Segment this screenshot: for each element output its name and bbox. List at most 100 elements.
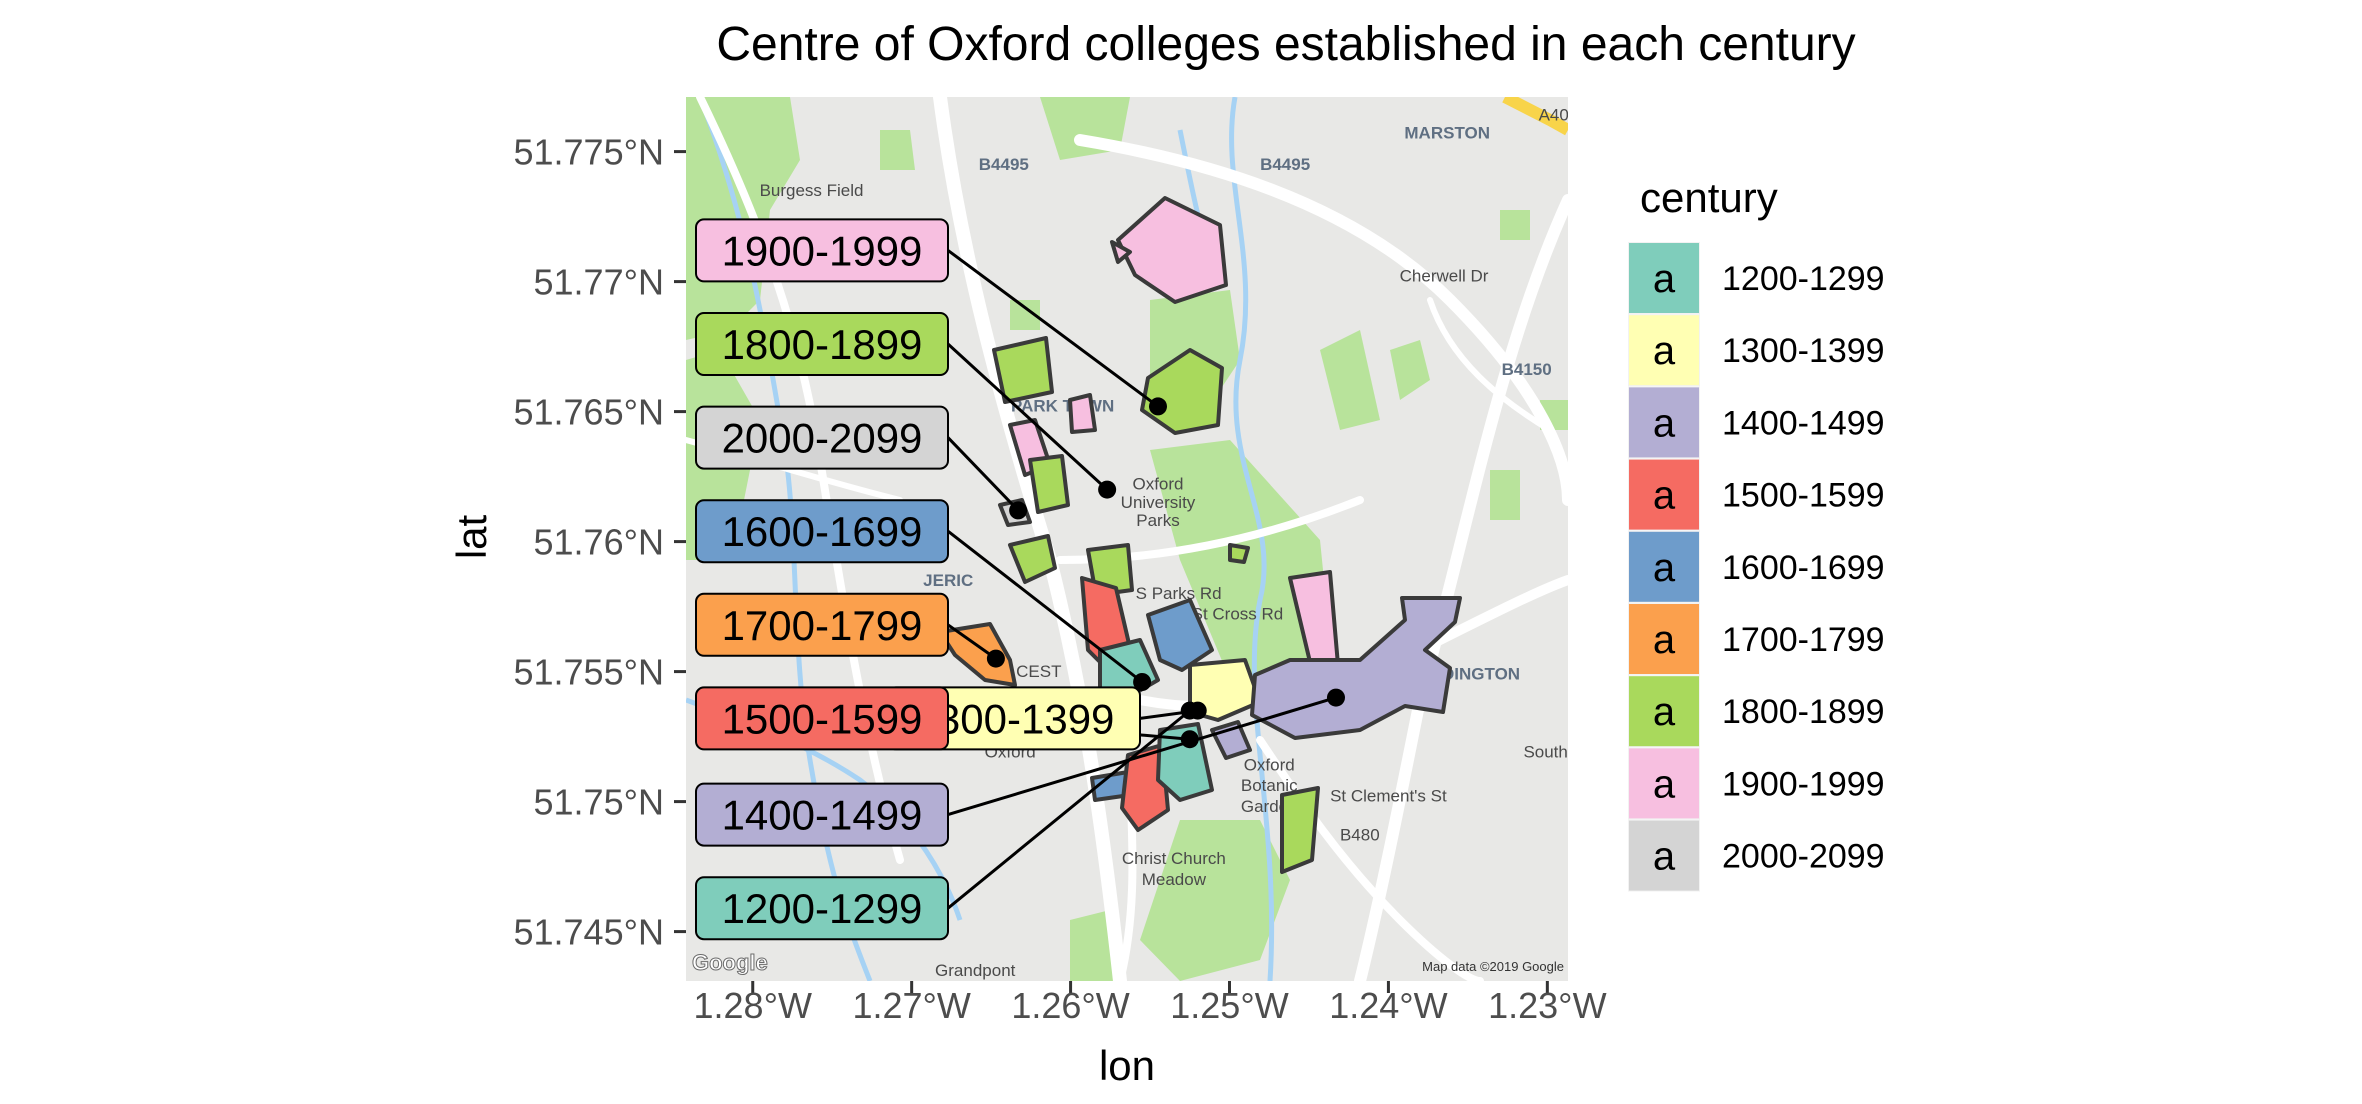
century-label-box	[695, 218, 949, 283]
road	[1074, 134, 1568, 506]
google-logo: Google	[692, 950, 768, 975]
legend-entry: a 1400-1499	[1628, 386, 1885, 459]
major-road	[1502, 97, 1568, 136]
legend-entry: a 1200-1299	[1628, 242, 1885, 314]
park-area	[1320, 330, 1380, 430]
park-area	[1150, 440, 1330, 700]
college-polygon	[1156, 722, 1214, 802]
x-axis: 1.28°W 1.27°W 1.26°W 1.25°W 1.24°W 1.23°W	[694, 981, 1607, 1026]
y-tick-label: 51.77°N	[534, 262, 664, 303]
road	[1256, 736, 1484, 981]
college-polygon	[1146, 598, 1214, 672]
legend-label: 1900-1999	[1722, 765, 1885, 803]
legend-key-swatch	[1629, 531, 1699, 602]
century-label-box	[695, 312, 949, 376]
map-place-label: B4495	[979, 155, 1029, 174]
map-place-label: B480	[1340, 826, 1380, 845]
map-place-label: Cherwell Dr	[1400, 267, 1489, 286]
college-point	[1148, 397, 1167, 416]
college-polygon	[938, 622, 1017, 687]
century-label-text: 2000-2099	[722, 415, 923, 462]
century-label-box	[695, 782, 949, 847]
century-label: 1200-1299	[695, 876, 949, 941]
map-place-label: MARSTON	[1404, 124, 1490, 143]
park-area	[1500, 210, 1530, 240]
y-tick-label: 51.755°N	[513, 652, 664, 693]
century-label: 1700-1799	[695, 592, 949, 657]
map-place-label: JERIC	[923, 571, 973, 590]
map-place-label: Botanic	[1241, 776, 1298, 795]
college-point	[1009, 501, 1028, 520]
map-place-label: B4150	[1502, 360, 1552, 379]
legend-key-swatch	[1629, 243, 1699, 313]
x-tick-label: 1.28°W	[694, 985, 812, 1026]
leader-line	[947, 696, 1337, 817]
college-polygon	[1068, 393, 1097, 434]
legend-key-swatch	[1629, 676, 1699, 747]
legend-label: 1700-1799	[1722, 621, 1885, 659]
legend-entry: a 1800-1899	[1628, 675, 1885, 748]
legend-entry: a 1300-1399	[1628, 314, 1885, 387]
legend-title: century	[1640, 174, 1778, 221]
map-place-label: Oxford	[1244, 755, 1295, 774]
leader-line	[947, 709, 1191, 910]
legend-key-swatch	[1629, 315, 1699, 386]
century-label-text: 1900-1999	[722, 227, 923, 274]
legend-label: 1400-1499	[1722, 404, 1885, 442]
century-label: 1600-1699	[695, 499, 949, 564]
legend-label: 1800-1899	[1722, 693, 1885, 731]
century-label-text: 1500-1599	[722, 695, 923, 742]
century-label-text: 1600-1699	[722, 508, 923, 555]
legend-key-glyph: a	[1653, 257, 1676, 301]
century-label: 1500-1599	[695, 686, 949, 751]
legend-key-glyph: a	[1653, 329, 1676, 373]
x-tick-label: 1.24°W	[1329, 985, 1447, 1026]
legend-key-glyph: a	[1653, 401, 1676, 445]
century-label: 2000-2099	[695, 405, 949, 470]
y-tick-label: 51.765°N	[513, 392, 664, 433]
y-tick-label: 51.775°N	[513, 132, 664, 173]
map-credit: Map data ©2019 Google	[1422, 959, 1564, 974]
map-place-label: Burgess Field	[760, 181, 864, 200]
park-area	[1390, 340, 1430, 400]
century-label-text: 1200-1299	[722, 885, 923, 932]
college-point	[1133, 673, 1152, 691]
century-label-box	[695, 876, 949, 941]
park-area	[1490, 470, 1520, 520]
leader-line	[947, 623, 997, 660]
legend-label: 1300-1399	[1722, 332, 1885, 370]
y-tick-label: 51.745°N	[513, 912, 664, 953]
leader-line	[947, 249, 1159, 408]
leader-line	[946, 436, 1020, 512]
legend-key-glyph: a	[1653, 762, 1676, 806]
legend-entry: a 1600-1699	[1628, 530, 1885, 603]
century-label-text: 1800-1899	[722, 321, 923, 368]
map-place-label: CEST	[1016, 662, 1061, 681]
legend-label: 1500-1599	[1722, 477, 1885, 515]
legend-key-swatch	[1629, 820, 1699, 891]
college-polygon	[1028, 454, 1070, 514]
college-polygon	[1228, 543, 1250, 564]
map-place-label: Parks	[1136, 511, 1179, 530]
legend-entries: a 1200-1299 a 1300-1399 a 1400-1499 a 1500-1599…	[1628, 242, 1885, 892]
map-place-label: B4495	[1260, 155, 1310, 174]
leader-line	[947, 530, 1144, 684]
x-tick-label: 1.25°W	[1170, 985, 1288, 1026]
legend-label: 1200-1299	[1722, 260, 1885, 298]
river	[1229, 97, 1275, 981]
map-place-label: University	[1121, 493, 1196, 512]
college-polygon	[1116, 196, 1228, 304]
x-tick-label: 1.26°W	[1011, 985, 1129, 1026]
century-label-text: 1700-1799	[722, 602, 923, 649]
century-label-box	[695, 499, 949, 564]
legend-key-swatch	[1629, 387, 1699, 458]
college-polygon	[1280, 786, 1320, 874]
x-tick-label: 1.27°W	[852, 985, 970, 1026]
legend-key-glyph: a	[1653, 474, 1676, 518]
park-area	[880, 130, 915, 170]
college-point	[1098, 480, 1117, 499]
century-label-box	[695, 592, 949, 657]
college-polygon	[1008, 534, 1057, 584]
